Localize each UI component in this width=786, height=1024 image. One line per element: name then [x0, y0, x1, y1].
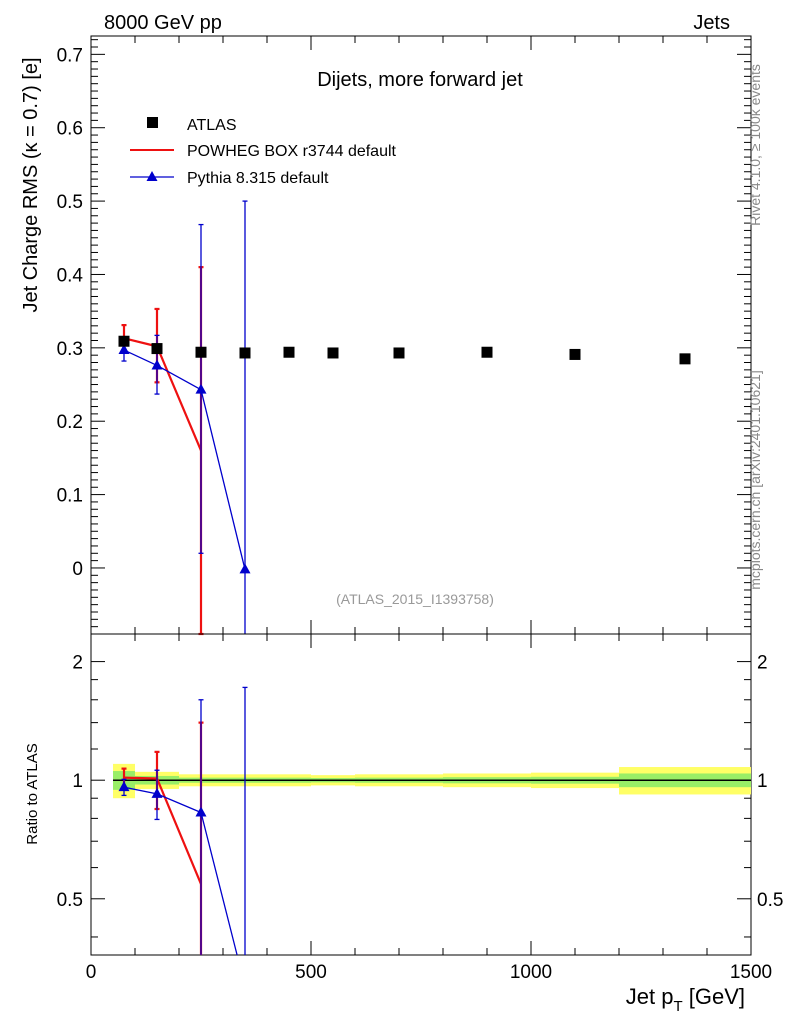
y-tick-label: 0.4: [57, 265, 84, 286]
y-tick-label: 0: [72, 559, 83, 580]
pythia-point: [118, 344, 130, 355]
x-axis-label-unit: [GeV]: [683, 984, 745, 1009]
atlas-point: [393, 347, 405, 359]
ratio-y-tick-label-right: 1: [757, 771, 768, 792]
pythia-line: [123, 349, 246, 570]
main-data-marks: [118, 200, 691, 636]
atlas-point: [481, 346, 493, 358]
legend: ATLAS POWHEG BOX r3744 default Pythia 8.…: [130, 117, 397, 187]
analysis-watermark: (ATLAS_2015_I1393758): [336, 591, 494, 607]
rivet-version-label: Rivet 4.1.0, ≥ 100k events: [747, 64, 763, 226]
atlas-point: [195, 346, 207, 358]
legend-atlas-label: ATLAS: [187, 117, 237, 134]
powheg-ratio-line: [123, 776, 203, 885]
pythia-point: [239, 563, 251, 574]
legend-powheg-label: POWHEG BOX r3744 default: [187, 143, 397, 160]
atlas-point: [239, 347, 251, 359]
ratio-y-tick-label: 2: [72, 653, 83, 674]
x-tick-label: 500: [295, 962, 327, 983]
ratio-uncertainty-bands: [113, 763, 751, 799]
legend-atlas-marker: [147, 117, 158, 128]
y-tick-label: 0.5: [57, 192, 83, 213]
main-axis-ticks: 0 0.1 0.2 0.3 0.4 0.5 0.6 0.7: [57, 36, 752, 634]
pythia-point: [195, 383, 207, 394]
atlas-point: [118, 335, 130, 347]
ratio-axis-ticks: 0 500 1000 1500 0.5 0.5 1 1 2 2: [57, 634, 783, 983]
x-axis-label-subscript: T: [673, 998, 682, 1015]
beam-energy-label: 8000 GeV pp: [104, 12, 222, 34]
x-axis-label-main: Jet p: [626, 984, 674, 1009]
x-tick-label: 1000: [510, 962, 552, 983]
y-tick-label: 0.7: [57, 45, 83, 66]
x-tick-label: 0: [86, 962, 97, 983]
y-tick-label: 0.6: [57, 119, 83, 140]
atlas-point: [151, 343, 163, 355]
ratio-panel: 0 500 1000 1500 0.5 0.5 1 1 2 2 Ratio to ATLAS: [24, 633, 783, 983]
legend-pythia-label: Pythia 8.315 default: [187, 170, 329, 187]
ratio-data-marks: [118, 686, 248, 956]
atlas-point: [569, 348, 581, 360]
legend-pythia-marker: [146, 171, 158, 181]
atlas-point: [327, 347, 339, 359]
plot-title: Dijets, more forward jet: [317, 69, 523, 91]
y-tick-label: 0.3: [57, 339, 83, 360]
ratio-y-tick-label-right: 2: [757, 653, 768, 674]
pythia-ratio-point: [151, 787, 163, 798]
pythia-ratio-point: [195, 806, 207, 817]
analysis-category-label: Jets: [693, 12, 730, 34]
pythia-ratio-line: [123, 786, 238, 956]
atlas-point: [679, 353, 691, 365]
ratio-y-tick-label-right: 0.5: [757, 890, 783, 911]
main-panel: 0 0.1 0.2 0.3 0.4 0.5 0.6 0.7 Dijets, more forw…: [20, 35, 752, 636]
mcplots-citation-label: mcplots.cern.ch [arXiv:2401.10621]: [747, 370, 763, 589]
x-axis-label: Jet pT [GeV]: [626, 984, 745, 1015]
pythia-point: [151, 359, 163, 370]
ratio-y-tick-label: 0.5: [57, 890, 83, 911]
pythia-ratio-point: [118, 781, 130, 792]
ratio-frame: [90, 633, 752, 956]
x-tick-label: 1500: [730, 962, 772, 983]
atlas-point: [283, 346, 295, 358]
y-tick-label: 0.1: [57, 486, 83, 507]
ratio-y-axis-label: Ratio to ATLAS: [24, 743, 41, 844]
y-tick-label: 0.2: [57, 412, 83, 433]
y-axis-label: Jet Charge RMS (κ = 0.7) [e]: [20, 57, 42, 312]
ratio-y-tick-label: 1: [72, 771, 83, 792]
